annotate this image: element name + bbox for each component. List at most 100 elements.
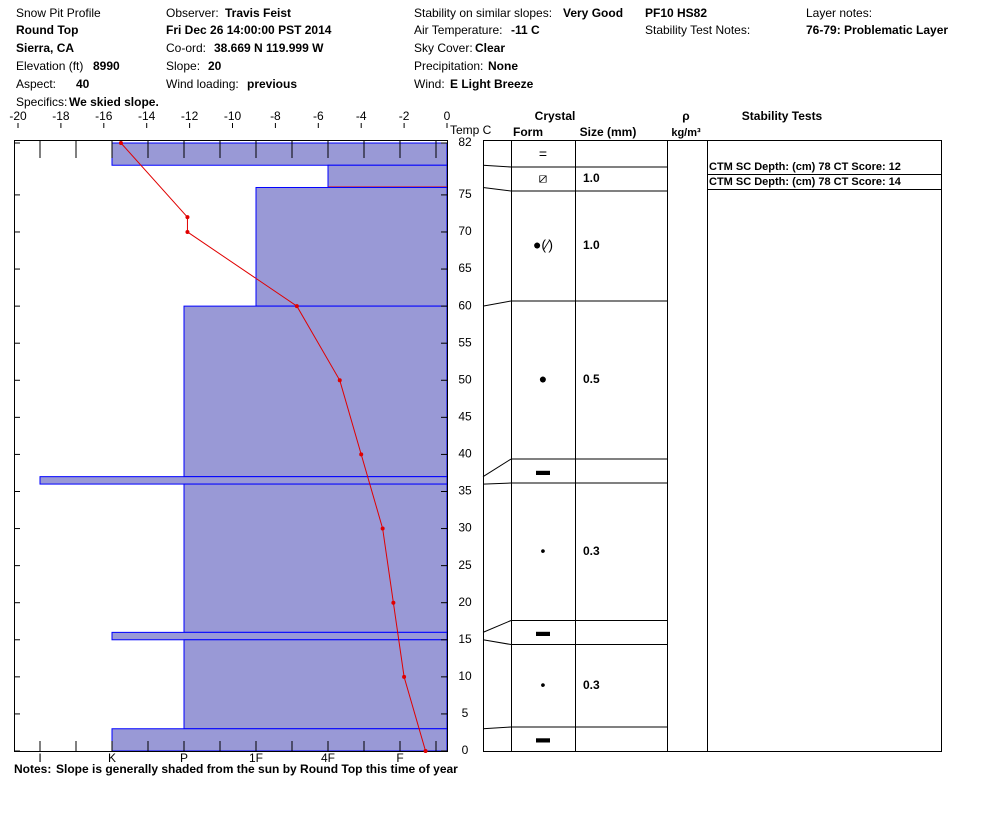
crystal-form: ⧄ [539, 170, 548, 186]
x-tick-label: -18 [52, 109, 70, 123]
temperature-point [391, 600, 396, 605]
x-tick-label: -2 [399, 109, 410, 123]
hardness-layer [183, 483, 448, 633]
pf: PF10 HS82 [645, 6, 707, 20]
value: Clear [475, 41, 505, 55]
crystal-form: ●(⁄) [533, 237, 553, 253]
label: Air Temperature: [414, 23, 502, 37]
temperature-point [380, 526, 385, 531]
x-tick-label: 0 [444, 109, 451, 123]
crystal-size: 0.3 [583, 544, 600, 558]
column-header: Stability Tests [742, 109, 823, 123]
label: Observer: [166, 6, 219, 20]
y-tick-label: 30 [458, 521, 472, 535]
plot-frame [14, 140, 448, 752]
value: previous [247, 77, 297, 91]
label: Layer notes: [806, 6, 872, 20]
column-header: Form [513, 125, 543, 139]
label: Stability on similar slopes: [414, 6, 552, 20]
value: E Light Breeze [450, 77, 534, 91]
value: -11 C [511, 23, 540, 37]
crystal-form: ▬ [536, 730, 550, 746]
hardness-layer [111, 631, 448, 641]
temperature-point [185, 229, 190, 234]
value: Travis Feist [225, 6, 291, 20]
hardness-label: I [38, 751, 41, 765]
hardness-layer [255, 186, 448, 307]
value: None [488, 59, 518, 73]
layer-connector [482, 639, 512, 646]
y-tick-label: 35 [458, 484, 472, 498]
layer-connector [482, 482, 512, 485]
y-tick-label: 15 [458, 632, 472, 646]
notes: Slope is generally shaded from the sun b… [56, 762, 458, 776]
y-tick-label: 0 [462, 743, 469, 757]
crystal-form: • [541, 676, 546, 692]
column-header: ρ [682, 109, 689, 123]
crystal-size: 1.0 [583, 171, 600, 185]
y-tick-label: 55 [458, 335, 472, 349]
y-tick-label: 45 [458, 410, 472, 424]
value: 8990 [93, 59, 120, 73]
layer-connector [482, 300, 512, 307]
temperature-point [402, 674, 407, 679]
label: Sky Cover: [414, 41, 473, 55]
y-tick-label: 50 [458, 372, 472, 386]
hardness-layer [327, 164, 448, 188]
label: Stability Test Notes: [645, 23, 750, 37]
x-axis-label: Temp C [450, 123, 492, 137]
value: We skied slope. [69, 95, 159, 109]
hardness-layer [183, 639, 448, 730]
label: Slope: [166, 59, 200, 73]
label: Elevation (ft) [16, 59, 83, 73]
hardness-label: F [396, 751, 403, 765]
label: Wind loading: [166, 77, 239, 91]
y-tick-label: 60 [458, 298, 472, 312]
layer-connector [482, 164, 512, 168]
x-tick-label: -20 [9, 109, 27, 123]
temperature-point [359, 452, 364, 457]
location: Round Top [16, 23, 78, 37]
x-tick-label: -16 [95, 109, 113, 123]
stability-test: CTM SC Depth: (cm) 78 CT Score: 12 [709, 161, 901, 173]
value: 20 [208, 59, 222, 73]
x-tick-label: -4 [356, 109, 367, 123]
stability-test: CTM SC Depth: (cm) 78 CT Score: 14 [709, 176, 902, 188]
temperature-point [294, 304, 299, 309]
column-header: Crystal [535, 109, 576, 123]
value: Very Good [563, 6, 623, 20]
hardness-label: K [108, 751, 116, 765]
hardness-label: 4F [321, 751, 335, 765]
layer-connector [482, 458, 512, 478]
crystal-form: = [539, 146, 547, 162]
temperature-point [423, 749, 428, 753]
crystal-form: ▬ [536, 462, 550, 478]
label: Wind: [414, 77, 445, 91]
crystal-form: ● [539, 371, 547, 387]
hardness-layer [111, 142, 448, 166]
label: Co-ord: [166, 41, 206, 55]
column-header: kg/m³ [671, 127, 701, 139]
x-tick-label: -12 [181, 109, 199, 123]
temperature-point [185, 215, 190, 220]
value: 40 [76, 77, 90, 91]
hardness-label: 1F [249, 751, 263, 765]
title: Snow Pit Profile [16, 6, 101, 20]
label: Precipitation: [414, 59, 483, 73]
date: Fri Dec 26 14:00:00 PST 2014 [166, 23, 332, 37]
crystal-table-frame [483, 140, 942, 752]
y-tick-label: 70 [458, 224, 472, 238]
x-tick-label: -8 [270, 109, 281, 123]
crystal-size: 0.5 [583, 372, 600, 386]
column-header: Size (mm) [580, 125, 637, 139]
crystal-form: ▬ [536, 623, 550, 639]
y-tick-label: 82 [458, 135, 472, 149]
layer-connector [482, 620, 512, 633]
y-tick-label: 25 [458, 558, 472, 572]
hardness-layer [111, 728, 448, 752]
y-tick-label: 10 [458, 669, 472, 683]
temperature-line [120, 142, 427, 752]
crystal-size: 0.3 [583, 678, 600, 692]
hardness-layer [39, 476, 448, 485]
